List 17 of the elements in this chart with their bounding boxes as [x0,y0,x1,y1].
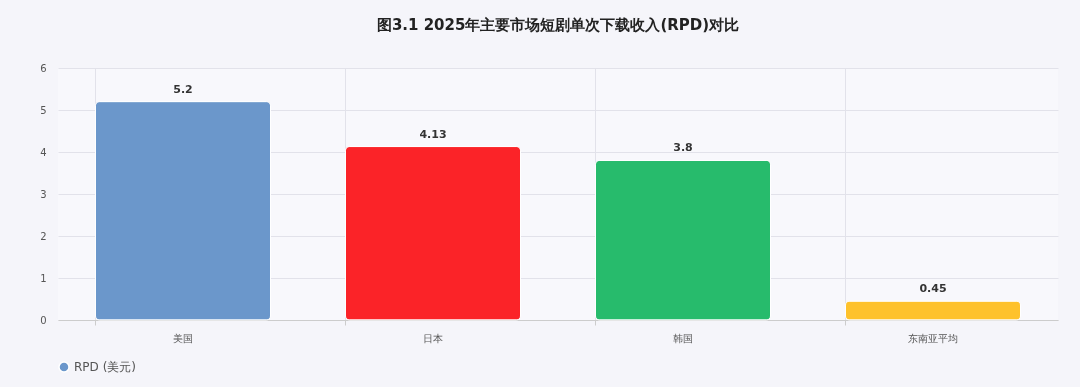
data-label: 5.2 [173,82,193,96]
chart-title: 图3.1 2025年主要市场短剧单次下载收入(RPD)对比 [376,16,740,34]
x-tick-label: 韩国 [673,332,693,344]
y-tick-label: 6 [40,62,47,74]
legend-label: RPD (美元) [74,360,136,374]
data-label: 4.13 [419,127,447,141]
data-label: 3.8 [673,141,693,155]
y-tick-label: 5 [40,104,47,116]
y-tick-label: 1 [40,272,47,284]
y-tick-label: 0 [40,314,47,326]
y-tick-label: 2 [40,230,47,242]
y-tick-label: 3 [40,188,47,200]
x-tick-label: 日本 [423,332,443,344]
x-tick-label: 东南亚平均 [908,332,958,344]
y-tick-label: 4 [40,146,47,158]
data-label: 0.45 [919,282,947,296]
x-tick-label: 美国 [173,332,193,344]
